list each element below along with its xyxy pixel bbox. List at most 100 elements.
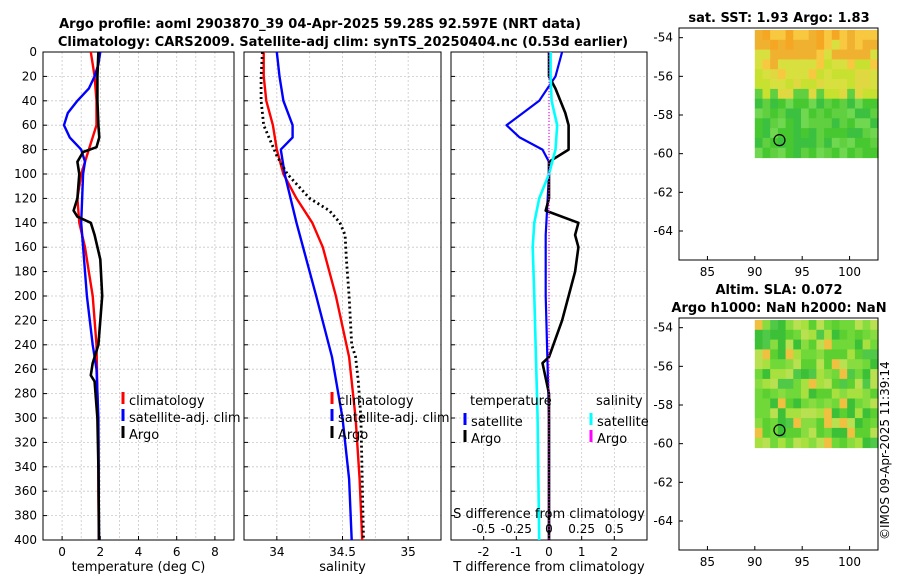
heatmap-cell bbox=[839, 147, 848, 159]
heatmap-cell bbox=[762, 88, 771, 100]
heatmap-cell bbox=[816, 79, 825, 90]
y-tick-label: 100 bbox=[14, 167, 37, 181]
heatmap-cell bbox=[754, 108, 764, 119]
heatmap-cell bbox=[808, 137, 817, 149]
heatmap-cell bbox=[777, 369, 787, 380]
heatmap-cell bbox=[870, 59, 879, 70]
argo-location-marker bbox=[773, 424, 786, 437]
heatmap-cell bbox=[777, 79, 787, 90]
heatmap-cell bbox=[854, 128, 864, 139]
heatmap-cell bbox=[824, 88, 833, 100]
heatmap-cell bbox=[801, 329, 810, 341]
axes-frame bbox=[678, 27, 879, 261]
heatmap-cell bbox=[831, 378, 841, 390]
heatmap-cell bbox=[808, 408, 817, 419]
heatmap-cell bbox=[839, 427, 848, 439]
heatmap-cell bbox=[831, 388, 841, 400]
heatmap-cell bbox=[824, 59, 833, 70]
heatmap-cell bbox=[839, 30, 848, 41]
heatmap-cell bbox=[785, 39, 794, 51]
heatmap-cell bbox=[816, 349, 825, 360]
heatmap-cell bbox=[847, 418, 856, 429]
heatmap-cell bbox=[762, 59, 771, 70]
heatmap-cell bbox=[793, 329, 802, 341]
top-axis-label: S difference from climatology bbox=[453, 507, 645, 522]
heatmap-cell bbox=[831, 49, 841, 60]
heatmap-cell bbox=[801, 30, 810, 41]
heatmap-cell bbox=[793, 59, 802, 70]
axes-frame bbox=[42, 51, 235, 541]
heatmap-cell bbox=[754, 49, 764, 60]
heatmap-cell bbox=[801, 369, 810, 380]
heatmap-cell bbox=[785, 398, 794, 409]
heatmap-cell bbox=[777, 359, 787, 370]
heatmap-cell bbox=[847, 30, 856, 41]
heatmap-cell bbox=[754, 147, 764, 159]
heatmap-cell bbox=[777, 378, 787, 390]
y-tick-label: -56 bbox=[653, 359, 673, 373]
heatmap-cell bbox=[762, 369, 771, 380]
heatmap-cell bbox=[824, 118, 833, 129]
heatmap-cell bbox=[808, 30, 817, 41]
heatmap-cell bbox=[847, 98, 856, 110]
heatmap-cell bbox=[862, 147, 871, 159]
heatmap-cell bbox=[847, 329, 856, 341]
heatmap-cell bbox=[847, 88, 856, 100]
heatmap-cell bbox=[770, 388, 779, 400]
heatmap-cell bbox=[754, 388, 764, 400]
heatmap-cell bbox=[854, 437, 864, 449]
heatmap-cell bbox=[785, 418, 794, 429]
heatmap-cell bbox=[870, 137, 879, 149]
heatmap-cell bbox=[754, 118, 764, 129]
x-axis-label: temperature (deg C) bbox=[72, 560, 206, 575]
heatmap-cell bbox=[831, 339, 841, 350]
heatmap-cell bbox=[754, 329, 764, 341]
heatmap-cell bbox=[831, 88, 841, 100]
heatmap-cell bbox=[808, 437, 817, 449]
heatmap-cell bbox=[847, 59, 856, 70]
heatmap-cell bbox=[847, 369, 856, 380]
heatmap-cell bbox=[793, 30, 802, 41]
y-tick-label: -54 bbox=[653, 321, 673, 335]
heatmap-cell bbox=[870, 349, 879, 360]
heatmap-cell bbox=[862, 339, 871, 350]
heatmap-cell bbox=[785, 49, 794, 60]
heatmap-cell bbox=[754, 98, 764, 110]
temperature-panel: 0204060801001201401601802002202402602803… bbox=[14, 45, 241, 575]
heatmap-cell bbox=[862, 408, 871, 419]
heatmap-cell bbox=[870, 359, 879, 370]
heatmap-cell bbox=[862, 30, 871, 41]
y-tick-label: 80 bbox=[22, 143, 37, 157]
heatmap-cell bbox=[816, 88, 825, 100]
heatmap-cell bbox=[870, 418, 879, 429]
heatmap-cell bbox=[870, 339, 879, 350]
heatmap-cell bbox=[831, 398, 841, 409]
legend-label: Argo bbox=[338, 428, 368, 443]
heatmap-cell bbox=[785, 329, 794, 341]
axes-frame bbox=[243, 51, 442, 541]
heatmap-cell bbox=[801, 59, 810, 70]
x-tick-label: 100 bbox=[838, 555, 861, 569]
heatmap-cell bbox=[777, 408, 787, 419]
heatmap-cell bbox=[847, 427, 856, 439]
heatmap-cell bbox=[793, 320, 802, 331]
heatmap-cell bbox=[870, 108, 879, 119]
heatmap-cell bbox=[762, 388, 771, 400]
heatmap-cell bbox=[824, 349, 833, 360]
x-tick-label: 8 bbox=[211, 545, 219, 559]
heatmap-cell bbox=[816, 30, 825, 41]
heatmap-cell bbox=[816, 69, 825, 80]
heatmap-cell bbox=[770, 408, 779, 419]
heatmap-cell bbox=[770, 108, 779, 119]
heatmap-cell bbox=[847, 137, 856, 149]
heatmap-cell bbox=[785, 388, 794, 400]
legend-title: temperature bbox=[470, 394, 552, 409]
heatmap-cell bbox=[831, 147, 841, 159]
legend-label: Argo bbox=[471, 432, 501, 447]
heatmap-cell bbox=[831, 128, 841, 139]
x-tick-label: -1 bbox=[510, 545, 522, 559]
heatmap-cell bbox=[801, 339, 810, 350]
heatmap-cell bbox=[793, 349, 802, 360]
y-tick-label: 300 bbox=[14, 411, 37, 425]
heatmap-cell bbox=[801, 128, 810, 139]
